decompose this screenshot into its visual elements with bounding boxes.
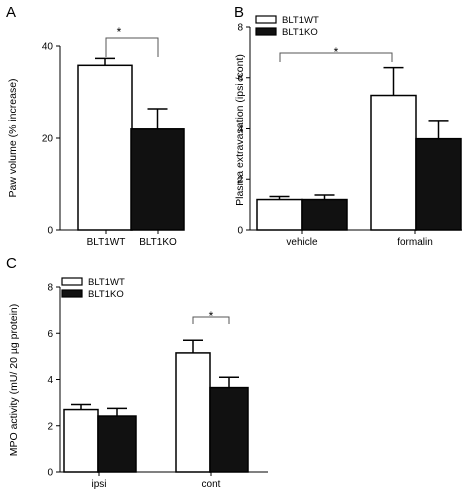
panel-a: A 0 20 40 Paw volume (% increase) BLT1WT BLT1K… bbox=[6, 4, 185, 248]
x-tick-label: BLT1KO bbox=[139, 237, 177, 248]
significance-bracket bbox=[105, 37, 159, 57]
y-tick-label: 40 bbox=[42, 42, 54, 53]
y-tick-label: 0 bbox=[47, 226, 53, 237]
x-tick-label: vehicle bbox=[286, 237, 318, 248]
y-tick-label: 4 bbox=[237, 124, 243, 135]
legend-swatch bbox=[255, 27, 277, 36]
panel-letter: B bbox=[234, 4, 244, 21]
x-tick-label: ipsi bbox=[91, 479, 106, 490]
x-tick-label: cont bbox=[202, 479, 221, 490]
legend-swatch bbox=[61, 289, 83, 298]
x-tick-label: formalin bbox=[397, 237, 433, 248]
y-tick-label: 0 bbox=[237, 226, 243, 237]
bar bbox=[301, 198, 348, 231]
panel-b: B 0 2 4 6 8 Plasma extravasation (ipsi /cont) v… bbox=[234, 4, 462, 248]
bar bbox=[130, 128, 185, 231]
significance-bracket bbox=[192, 316, 230, 324]
y-tick-label: 20 bbox=[42, 134, 54, 145]
panel-c: C 0 2 4 6 8 MPO activity (mU/ 20 µg protein) ip… bbox=[6, 255, 268, 490]
bar bbox=[63, 408, 99, 473]
y-axis-title: MPO activity (mU/ 20 µg protein) bbox=[8, 304, 20, 457]
significance-marker: * bbox=[209, 309, 214, 323]
significance-bracket bbox=[279, 52, 393, 62]
significance-marker: * bbox=[117, 25, 122, 39]
legend-label: BLT1KO bbox=[88, 289, 124, 300]
y-tick-label: 8 bbox=[237, 23, 243, 34]
legend-label: BLT1WT bbox=[88, 277, 125, 288]
bar bbox=[77, 64, 133, 231]
bar bbox=[415, 137, 462, 231]
y-tick-label: 2 bbox=[47, 421, 53, 432]
bar bbox=[256, 198, 303, 231]
y-tick-label: 4 bbox=[47, 375, 53, 386]
bar bbox=[97, 415, 137, 473]
bar bbox=[370, 94, 417, 231]
y-tick-label: 6 bbox=[237, 73, 243, 84]
legend-label: BLT1WT bbox=[282, 15, 319, 26]
x-tick-label: BLT1WT bbox=[87, 237, 126, 248]
legend-swatch bbox=[255, 15, 277, 24]
y-tick-label: 6 bbox=[47, 329, 53, 340]
y-axis-title: Plasma extravasation (ipsi /cont) bbox=[234, 54, 246, 206]
panel-letter: A bbox=[6, 4, 16, 21]
significance-marker: * bbox=[334, 45, 339, 59]
legend-label: BLT1KO bbox=[282, 27, 318, 38]
panel-letter: C bbox=[6, 255, 17, 272]
y-tick-label: 2 bbox=[237, 175, 243, 186]
bar bbox=[209, 386, 249, 473]
y-tick-label: 0 bbox=[47, 468, 53, 479]
y-tick-label: 8 bbox=[47, 283, 53, 294]
y-axis-title: Paw volume (% increase) bbox=[7, 78, 19, 197]
legend-swatch bbox=[61, 277, 83, 286]
bar bbox=[175, 352, 211, 473]
